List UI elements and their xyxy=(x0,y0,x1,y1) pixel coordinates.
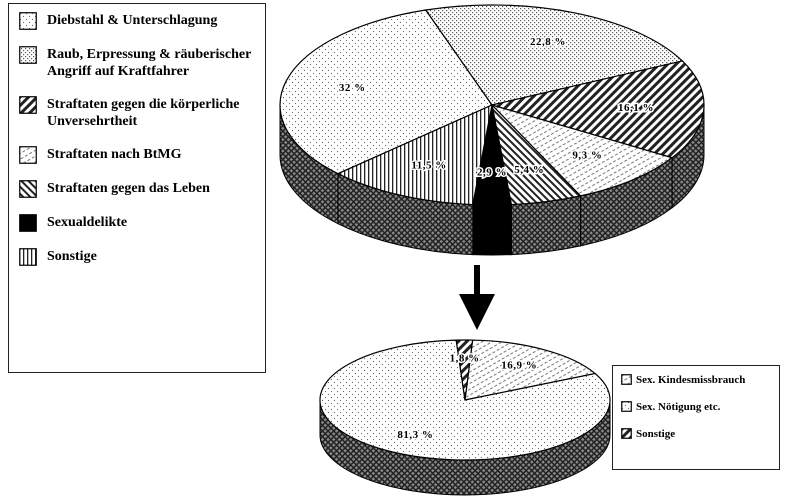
legend-swatch xyxy=(621,428,632,439)
value-label: 5,4 % xyxy=(514,164,544,176)
legend-label: Sonstige xyxy=(636,428,676,440)
legend: Diebstahl & Unterschlagung Raub, Erpressu… xyxy=(8,3,266,373)
legend-label: Straftaten gegen die körperliche Unverse… xyxy=(47,97,240,129)
legend-swatch-rect xyxy=(19,12,37,30)
legend-item: Straftaten gegen das Leben xyxy=(19,180,257,198)
legend-swatch-rect xyxy=(19,46,37,64)
pie-wall xyxy=(510,195,582,256)
legend-item: Sex. Nötigung etc. xyxy=(621,401,773,414)
value-label: 2,9 % xyxy=(477,167,507,179)
legend-label: Raub, Erpressung & räuberischer Angriff … xyxy=(47,47,252,79)
legend-item: Sex. Kindesmissbrauch xyxy=(621,374,773,387)
legend-item: Sonstige xyxy=(19,248,257,266)
legend-swatch-rect xyxy=(621,428,632,439)
value-label: 16,1 % xyxy=(618,102,654,114)
legend-label: Diebstahl & Unterschlagung xyxy=(47,13,218,28)
legend-swatch xyxy=(19,180,37,198)
pie-slice xyxy=(279,9,493,175)
legend-swatch xyxy=(19,96,37,114)
legend-swatch-rect xyxy=(19,248,37,266)
legend-swatch-rect xyxy=(621,401,632,412)
legend-label: Sex. Nötigung etc. xyxy=(636,401,721,413)
value-label: 9,3 % xyxy=(572,150,602,162)
pie-slice xyxy=(424,4,684,106)
legend-swatch-rect xyxy=(19,96,37,114)
legend: Sex. Kindesmissbrauch Sex. Nötigung etc. S… xyxy=(612,365,780,470)
legend-item: Diebstahl & Unterschlagung xyxy=(19,12,257,30)
legend-item: Sonstige xyxy=(621,428,773,441)
pie-slice xyxy=(489,103,674,197)
legend-label: Straftaten gegen das Leben xyxy=(47,181,210,196)
legend-swatch xyxy=(621,374,632,385)
legend-swatch-rect xyxy=(19,180,37,198)
legend-swatch-rect xyxy=(621,374,632,385)
legend-swatch-rect xyxy=(19,146,37,164)
legend-swatch xyxy=(19,12,37,30)
legend-item: Sexualdelikte xyxy=(19,214,257,232)
legend-label: Sexualdelikte xyxy=(47,215,128,230)
pie-slice xyxy=(464,339,597,401)
legend-item: Straftaten gegen die körperliche Unverse… xyxy=(19,96,257,130)
legend-label: Sonstige xyxy=(47,249,97,264)
legend-swatch xyxy=(19,248,37,266)
pie-slice xyxy=(455,339,474,401)
legend-swatch xyxy=(19,46,37,64)
legend-label: Sex. Kindesmissbrauch xyxy=(636,374,746,386)
legend-swatch xyxy=(19,146,37,164)
value-label: 22,8 % xyxy=(530,36,566,48)
legend-item: Raub, Erpressung & räuberischer Angriff … xyxy=(19,46,257,80)
pie-wall xyxy=(472,204,512,256)
value-label: 16,9 % xyxy=(501,359,537,371)
legend-swatch-rect xyxy=(19,214,37,232)
legend-label: Straftaten nach BtMG xyxy=(47,147,182,162)
legend-item: Straftaten nach BtMG xyxy=(19,146,257,164)
value-label: 1,8 % xyxy=(450,353,480,365)
pie-slice xyxy=(336,103,493,206)
value-label: 11,5 % xyxy=(411,160,446,172)
pie-slice xyxy=(489,60,705,159)
value-label: 81,3 % xyxy=(397,429,433,441)
legend-swatch xyxy=(621,401,632,412)
legend-swatch xyxy=(19,214,37,232)
value-label: 32 % xyxy=(339,82,366,94)
